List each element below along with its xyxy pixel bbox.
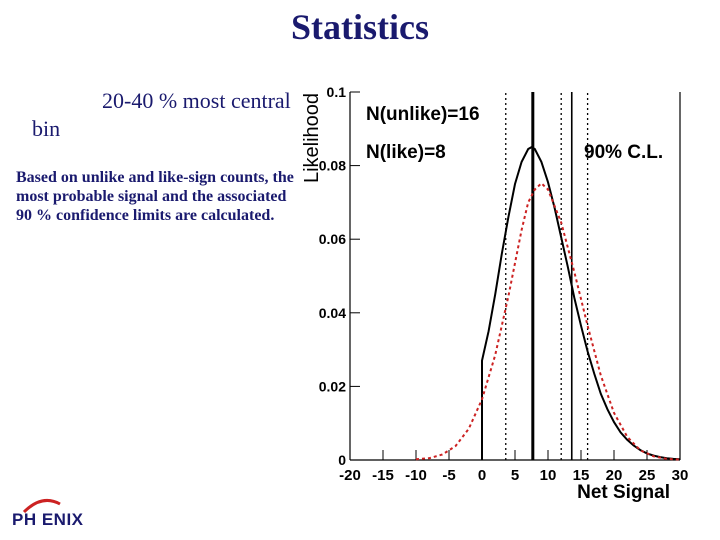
gaussian-dotted-curve bbox=[415, 181, 681, 461]
chart-axes: -20 -15 -10 -5 0 5 10 15 20 25 30 0 0.02 0.04 0.06 0.08… bbox=[319, 84, 688, 484]
x-tick-label: 15 bbox=[573, 467, 590, 484]
reference-lines bbox=[505, 92, 589, 460]
annotation-confidence-limit: 90% C.L. bbox=[584, 142, 663, 163]
x-axis-label: Net Signal bbox=[577, 482, 670, 503]
likelihood-chart: -20 -15 -10 -5 0 5 10 15 20 25 30 0 0.02 0.04 0.06 0.08… bbox=[301, 84, 688, 503]
subtitle-line-1: 20-40 % most central bbox=[102, 88, 291, 113]
x-tick-label: -5 bbox=[442, 467, 455, 484]
x-tick-label: -15 bbox=[372, 467, 394, 484]
subtitle-line-2: bin bbox=[32, 116, 61, 141]
x-tick-label: 0 bbox=[478, 467, 486, 484]
y-tick-label: 0.1 bbox=[327, 84, 347, 100]
phenix-logo-mark bbox=[22, 498, 61, 514]
y-tick-label: 0 bbox=[338, 452, 346, 468]
x-tick-label: -10 bbox=[405, 467, 427, 484]
annotation-n-unlike: N(unlike)=16 bbox=[366, 104, 480, 125]
y-axis-label: Likelihood bbox=[301, 93, 323, 183]
chart-labels: Likelihood Net Signal N(unlike)=16 N(lik… bbox=[301, 93, 670, 503]
likelihood-solid-curve bbox=[481, 146, 681, 461]
x-tick-label: 5 bbox=[511, 467, 519, 484]
annotation-n-like: N(like)=8 bbox=[366, 142, 446, 163]
y-tick-label: 0.02 bbox=[319, 378, 346, 394]
x-tick-label: -20 bbox=[339, 467, 361, 484]
slide-title: Statistics bbox=[291, 7, 429, 47]
x-tick-label: 25 bbox=[639, 467, 656, 484]
y-tick-label: 0.06 bbox=[319, 231, 346, 247]
y-tick-label: 0.04 bbox=[319, 305, 346, 321]
description-text: Based on unlike and like-sign counts, th… bbox=[16, 169, 294, 224]
x-tick-label: 20 bbox=[606, 467, 623, 484]
y-tick-label: 0.08 bbox=[319, 158, 346, 174]
chart-curves bbox=[415, 146, 681, 461]
phenix-logo: PH ENIX bbox=[12, 510, 84, 529]
x-tick-label: 10 bbox=[540, 467, 557, 484]
x-tick-label: 30 bbox=[672, 467, 688, 484]
